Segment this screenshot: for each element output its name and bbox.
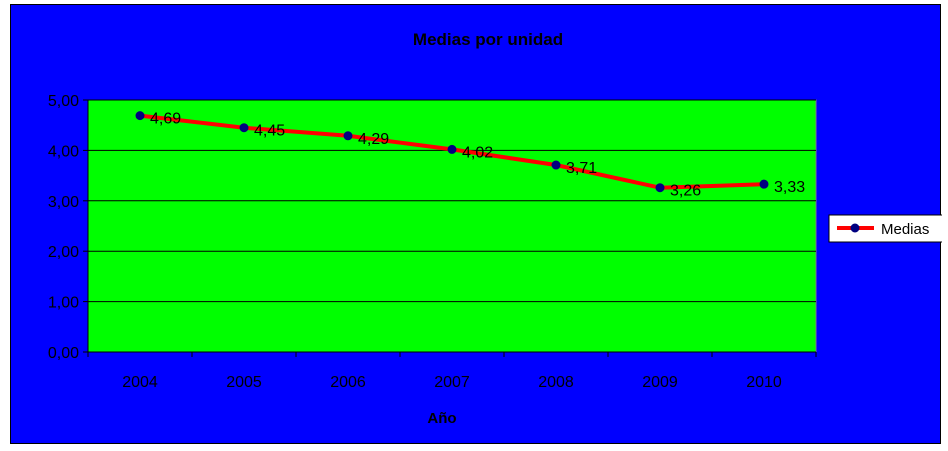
data-label: 3,33 bbox=[774, 179, 805, 196]
y-axis-tick-labels: 0,00 1,00 2,00 3,00 4,00 5,00 bbox=[48, 93, 79, 362]
y-tick-label: 4,00 bbox=[48, 143, 79, 160]
x-tick-label: 2008 bbox=[538, 374, 574, 391]
data-point bbox=[655, 183, 665, 193]
legend-label-medias: Medias bbox=[881, 221, 929, 238]
data-label: 3,71 bbox=[566, 160, 597, 177]
data-point bbox=[343, 131, 353, 141]
data-point bbox=[551, 160, 561, 170]
data-point bbox=[759, 179, 769, 189]
series-medias bbox=[135, 111, 769, 193]
x-tick-label: 2010 bbox=[746, 374, 782, 391]
data-labels: 4,69 4,45 4,29 4,02 3,71 3,26 3,33 bbox=[150, 111, 805, 200]
y-tick-label: 3,00 bbox=[48, 194, 79, 211]
x-tick-label: 2006 bbox=[330, 374, 366, 391]
x-tick-label: 2004 bbox=[122, 374, 158, 391]
line-chart: Medias por unidad 0,00 1,00 2,00 3,00 4,00 5,… bbox=[48, 30, 942, 427]
x-tick-label: 2005 bbox=[226, 374, 262, 391]
y-tick-label: 0,00 bbox=[48, 345, 79, 362]
x-axis-title: Año bbox=[427, 410, 456, 427]
data-label: 4,29 bbox=[358, 131, 389, 148]
axes bbox=[83, 99, 817, 357]
y-tick-label: 1,00 bbox=[48, 295, 79, 312]
y-tick-label: 5,00 bbox=[48, 93, 79, 110]
x-tick-label: 2007 bbox=[434, 374, 470, 391]
chart-title: Medias por unidad bbox=[413, 30, 563, 49]
y-tick-label: 2,00 bbox=[48, 244, 79, 261]
legend-box bbox=[828, 214, 942, 243]
plot-area bbox=[87, 99, 817, 353]
legend: Medias bbox=[828, 214, 942, 243]
gridlines bbox=[88, 99, 816, 303]
chart-frame: Medias por unidad 0,00 1,00 2,00 3,00 4,00 5,… bbox=[10, 4, 942, 444]
data-label: 4,69 bbox=[150, 111, 181, 128]
data-point bbox=[447, 144, 457, 154]
data-point bbox=[135, 111, 145, 121]
data-label: 4,45 bbox=[254, 123, 285, 140]
x-axis-tick-labels: 2004 2005 2006 2007 2008 2009 2010 bbox=[122, 374, 782, 391]
legend-marker bbox=[850, 223, 860, 233]
data-label: 3,26 bbox=[670, 183, 701, 200]
data-label: 4,02 bbox=[462, 144, 493, 161]
data-point bbox=[239, 123, 249, 133]
x-tick-label: 2009 bbox=[642, 374, 678, 391]
